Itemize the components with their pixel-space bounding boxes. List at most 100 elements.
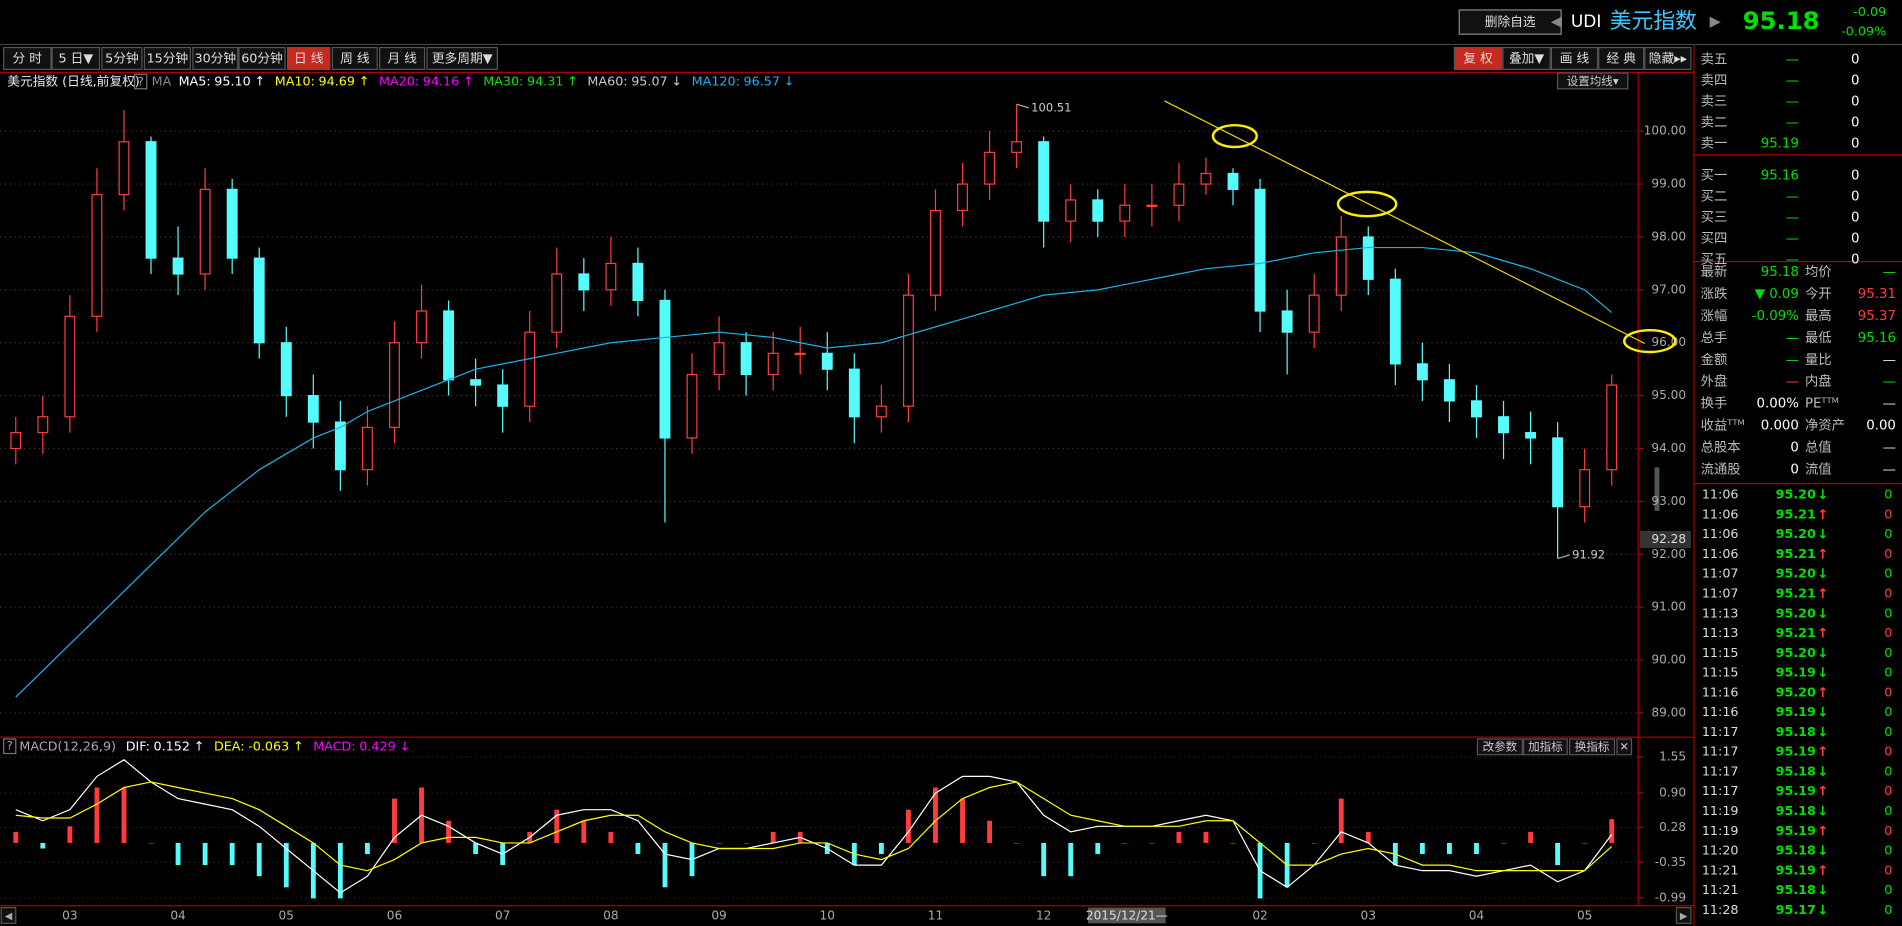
scroll-right[interactable]: ▶ (1680, 911, 1688, 922)
trade-time: 11:13 (1702, 626, 1739, 641)
period-tab-frame[interactable] (238, 46, 286, 70)
help-icon-frame[interactable] (134, 73, 148, 90)
macd-bar (1365, 831, 1371, 843)
indicator-button[interactable]: 加指标 (1528, 739, 1563, 753)
prev-symbol[interactable]: ◀ (1551, 13, 1563, 30)
stat-value: ▼ 0.09 (1755, 287, 1799, 302)
help-icon[interactable]: ? (7, 739, 13, 753)
trade-arrow: ↑ (1817, 587, 1828, 602)
y-tick-label: 100.00 (1644, 124, 1686, 138)
candle-body (470, 379, 482, 386)
ma-legend-arrow: ↓ (784, 75, 795, 90)
macd-bar (1068, 842, 1074, 877)
ma-legend-value: 96.57 (744, 75, 780, 90)
scroll-left-frame[interactable] (0, 906, 17, 924)
period-tab[interactable]: 分 时 (13, 52, 43, 67)
stat-value: 0 (1790, 441, 1798, 456)
tool-button-frame[interactable] (1453, 46, 1503, 70)
tool-button[interactable]: 隐藏▸▸ (1649, 52, 1688, 67)
macd-bar (1041, 842, 1047, 877)
period-tab-frame[interactable] (286, 46, 331, 70)
macd-bar (662, 842, 668, 888)
stat-value: 95.37 (1858, 309, 1896, 324)
period-tab-frame[interactable] (192, 46, 239, 70)
trade-arrow: ↓ (1817, 903, 1828, 918)
tool-button-frame[interactable] (1598, 46, 1645, 70)
tool-button[interactable]: 经 典 (1606, 52, 1636, 67)
candle-body (361, 426, 373, 471)
candle-body (821, 352, 833, 370)
help-icon[interactable]: ? (138, 75, 144, 89)
candle-body (280, 342, 292, 397)
period-tab[interactable]: 60分钟 (241, 51, 283, 67)
period-tab[interactable]: 5分钟 (105, 51, 139, 67)
period-tab[interactable]: 更多周期▼ (432, 52, 493, 67)
macd-title: MACD(12,26,9) (19, 739, 116, 754)
indicator-button-frame[interactable] (1569, 738, 1616, 756)
period-tab[interactable]: 15分钟 (147, 51, 189, 67)
tool-button[interactable]: 叠加▼ (1509, 52, 1544, 67)
indicator-button[interactable]: 改参数 (1483, 739, 1518, 753)
tool-button-frame[interactable] (1550, 46, 1599, 70)
period-tab-frame[interactable] (426, 46, 498, 70)
ma-settings-frame[interactable] (1556, 72, 1629, 90)
candle-body (957, 183, 968, 212)
macd-bar (1230, 842, 1236, 844)
trade-time: 11:06 (1702, 547, 1739, 562)
indicator-button-frame[interactable] (1476, 738, 1523, 756)
trade-price: 95.18 (1776, 844, 1816, 859)
indicator-button[interactable]: 换指标 (1575, 739, 1610, 753)
macd-bar (1528, 831, 1534, 843)
stat-label: 流值 (1805, 462, 1832, 478)
period-tab-frame[interactable] (101, 46, 143, 70)
tool-button[interactable]: 画 线 (1560, 52, 1590, 67)
tool-button-frame[interactable] (1644, 46, 1692, 70)
ma-line (15, 246, 1613, 698)
scroll-left[interactable]: ◀ (5, 911, 13, 922)
period-tab[interactable]: 30分钟 (194, 51, 236, 67)
candle-body (1119, 204, 1131, 222)
y-tick-label: -0.99 (1655, 890, 1686, 904)
tool-button-frame[interactable] (1502, 46, 1551, 70)
trade-price: 95.18 (1776, 725, 1816, 740)
ma-legend-arrow: ↑ (359, 75, 370, 90)
indicator-button-frame[interactable] (1616, 738, 1633, 756)
period-tab[interactable]: 5 日▼ (58, 52, 93, 67)
trade-price: 95.18 (1776, 804, 1816, 819)
stat-label: 收益ᵀᵀᴹ (1701, 418, 1745, 434)
y-tick-label: 90.00 (1651, 653, 1686, 667)
trade-time: 11:17 (1702, 784, 1739, 799)
trade-volume: 0 (1884, 863, 1892, 878)
last-price: 95.18 (1743, 6, 1820, 35)
help-icon-frame[interactable] (3, 738, 17, 755)
macd-bar (1609, 819, 1615, 843)
period-tab[interactable]: 月 线 (387, 52, 417, 67)
scroll-right-frame[interactable] (1675, 906, 1692, 924)
next-symbol[interactable]: ▶ (1710, 13, 1722, 30)
period-tab-frame[interactable] (51, 46, 101, 70)
indicator-button[interactable]: ✕ (1619, 739, 1629, 753)
high-pointer (1016, 103, 1029, 109)
period-tab[interactable]: 日 线 (294, 52, 324, 67)
period-tab-frame[interactable] (143, 46, 192, 70)
ma-settings-button[interactable]: 设置均线▾ (1567, 74, 1619, 88)
period-tab[interactable]: 周 线 (340, 52, 370, 67)
trade-arrow: ↓ (1817, 706, 1828, 721)
macd-bar (202, 842, 208, 866)
scroll-handle[interactable] (1654, 467, 1660, 511)
tool-button[interactable]: 复 权 (1463, 51, 1493, 67)
period-tab-frame[interactable] (379, 46, 426, 70)
macd-legend-value: 0.152 (154, 739, 190, 754)
book-volume: 0 (1851, 210, 1859, 225)
y-tick-label: 95.00 (1651, 388, 1686, 402)
trade-volume: 0 (1884, 567, 1892, 582)
candle-body (443, 310, 455, 381)
indicator-button-frame[interactable] (1522, 738, 1568, 756)
period-tab-frame[interactable] (3, 46, 52, 70)
delete-favorite-button[interactable]: 删除自选 (1485, 15, 1536, 30)
delete-favorite-frame[interactable] (1458, 9, 1562, 35)
stat-value: — (1883, 265, 1896, 280)
x-tick-label: 10 (820, 909, 835, 923)
period-tab-frame[interactable] (331, 46, 378, 70)
